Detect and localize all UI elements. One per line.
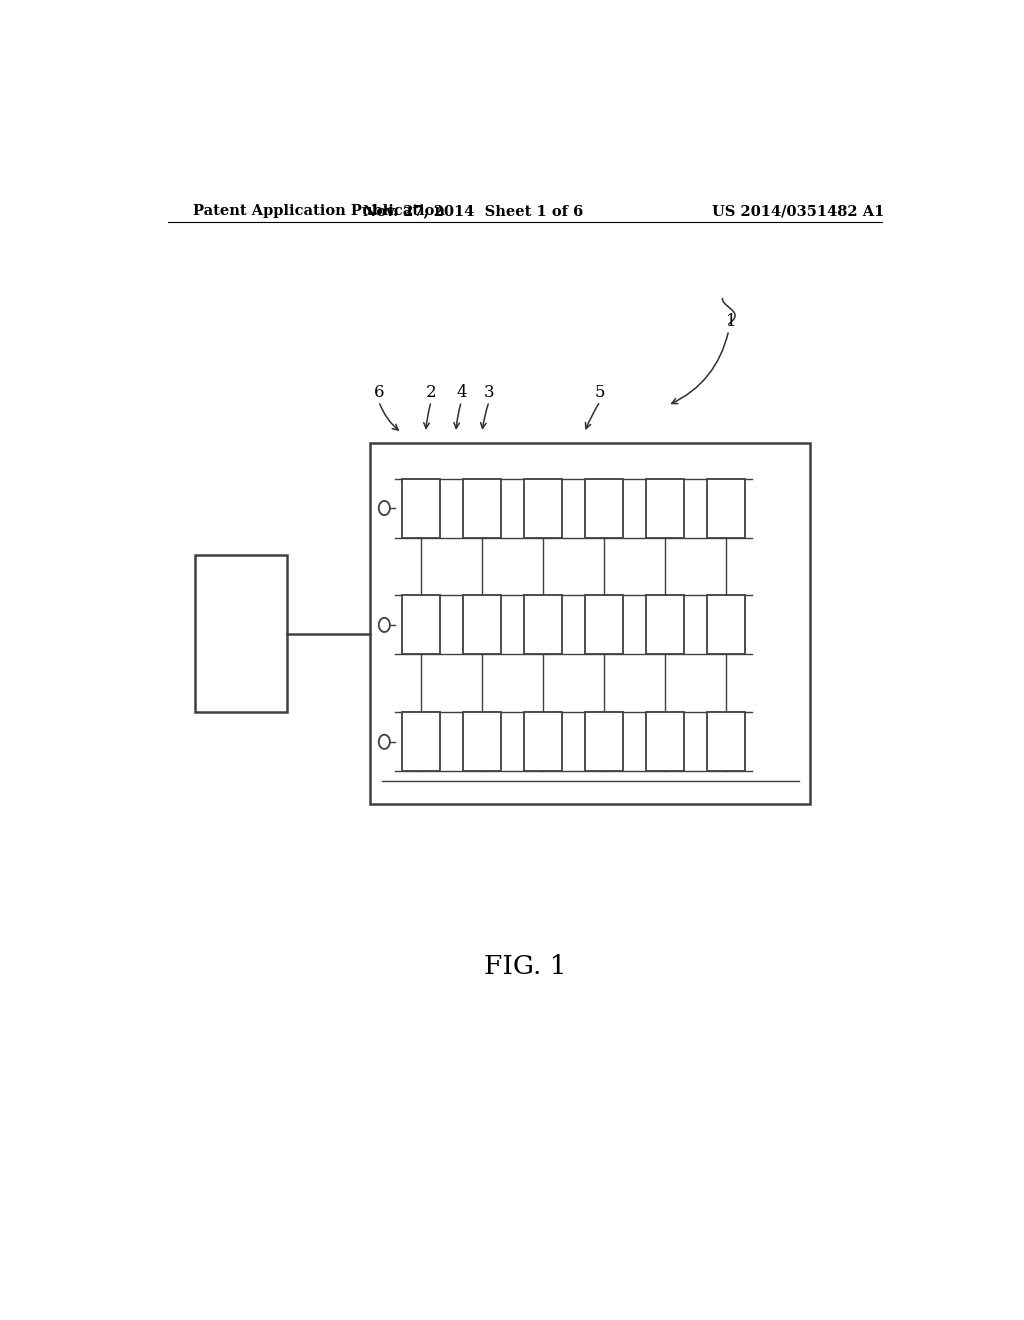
Bar [401,713,440,771]
Bar [463,713,501,771]
Text: 2: 2 [426,384,436,401]
Bar [646,713,684,771]
Bar [708,595,745,655]
Text: 3: 3 [483,384,495,401]
Text: US 2014/0351482 A1: US 2014/0351482 A1 [713,205,885,218]
Bar [708,713,745,771]
Text: 5: 5 [595,384,605,401]
Bar [585,595,624,655]
Bar [646,479,684,537]
Bar [646,595,684,655]
Bar [370,444,811,804]
Text: 1: 1 [726,313,736,330]
Text: 4: 4 [456,384,467,401]
Bar [585,713,624,771]
Text: FIG. 1: FIG. 1 [483,954,566,979]
Bar [524,595,562,655]
Bar [708,479,745,537]
Text: Patent Application Publication: Patent Application Publication [194,205,445,218]
Bar [463,479,501,537]
Bar [585,479,624,537]
Bar [524,479,562,537]
Text: Nov. 27, 2014  Sheet 1 of 6: Nov. 27, 2014 Sheet 1 of 6 [364,205,584,218]
Bar [524,713,562,771]
Bar [401,479,440,537]
Bar [463,595,501,655]
Bar [401,595,440,655]
Text: 6: 6 [374,384,384,401]
Bar [196,554,287,713]
